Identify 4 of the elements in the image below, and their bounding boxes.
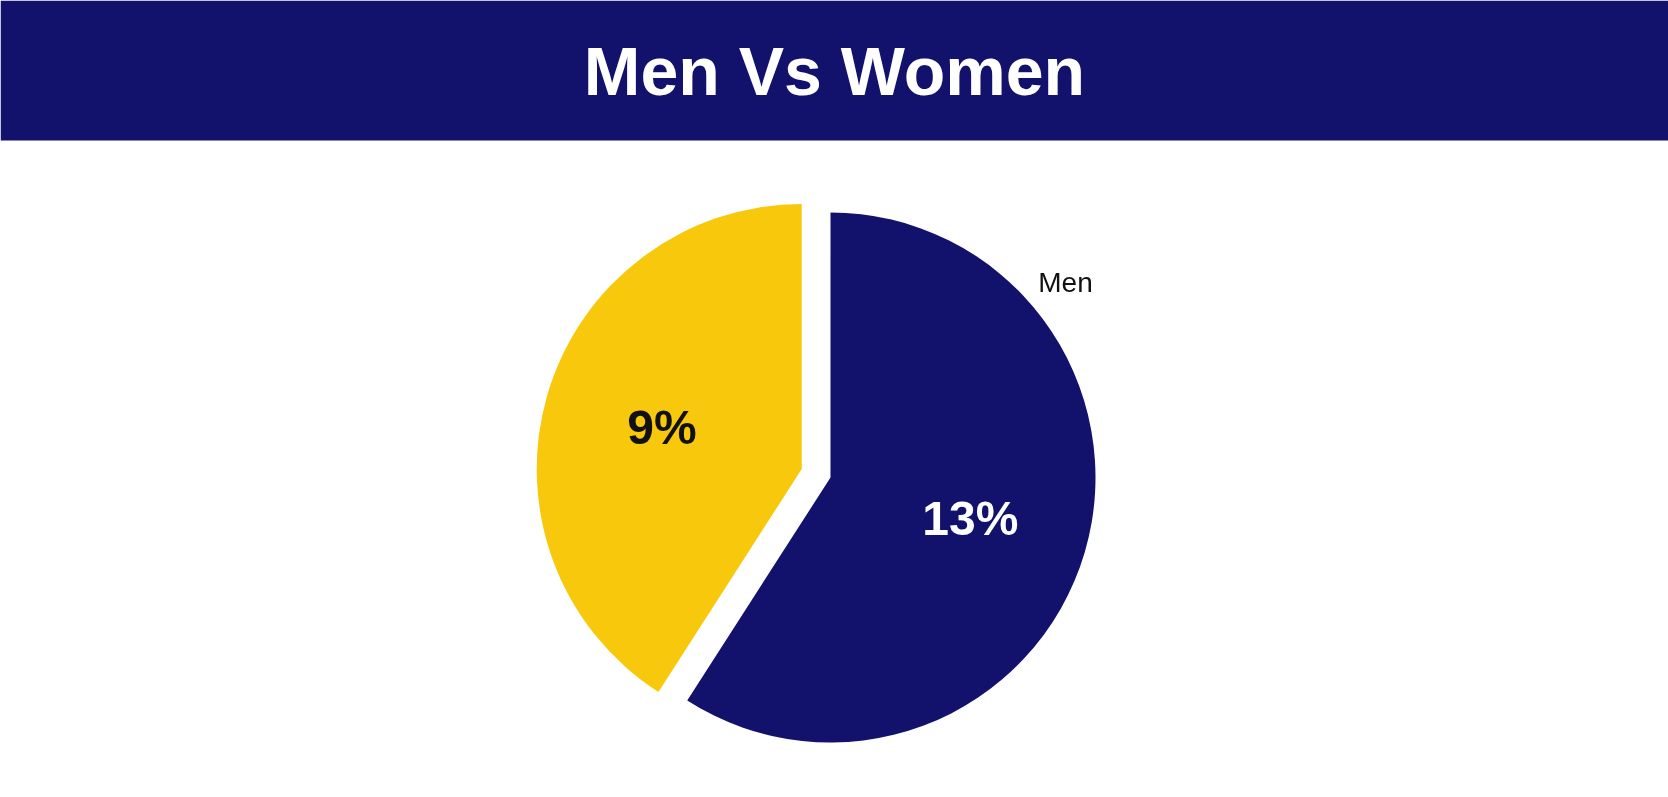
chart-title: Men Vs Women [583,32,1086,109]
data-label: 9% [627,401,697,455]
slice-label: Men [1038,266,1093,298]
data-label: 13% [922,492,1019,546]
